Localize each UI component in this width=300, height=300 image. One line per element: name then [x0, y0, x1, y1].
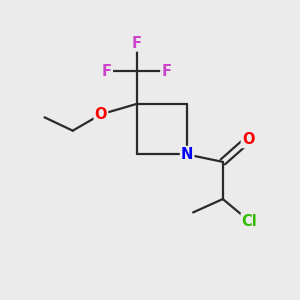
Text: O: O — [95, 107, 107, 122]
Text: F: F — [102, 64, 112, 79]
Text: O: O — [242, 132, 254, 147]
Text: Cl: Cl — [242, 214, 257, 229]
Text: F: F — [132, 35, 142, 50]
Text: F: F — [161, 64, 171, 79]
Text: N: N — [181, 147, 193, 162]
